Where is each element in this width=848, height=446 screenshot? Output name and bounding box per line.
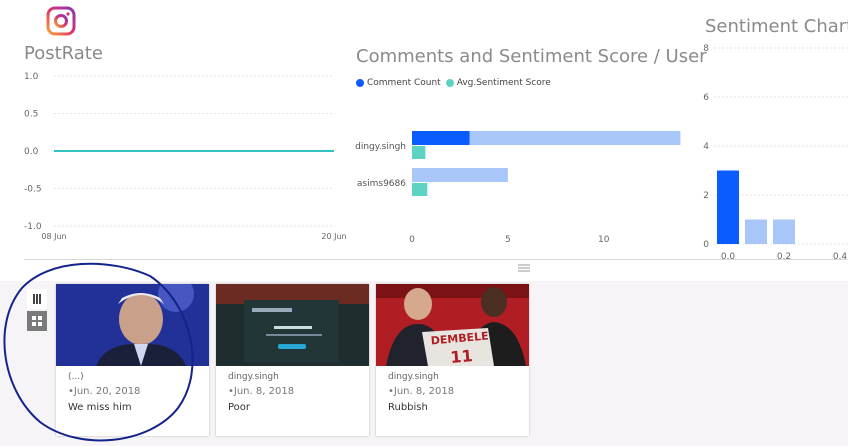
drag-handle-icon[interactable] <box>517 258 531 272</box>
y-tick-label: 0 <box>703 240 709 250</box>
svg-text:11: 11 <box>450 346 474 366</box>
postrate-chart: 1.0 0.5 0.0 -0.5 -1.008 Jun 20 Jun <box>24 72 347 241</box>
y-tick-label: -0.5 <box>24 185 42 195</box>
bar-avg-sentiment <box>412 146 426 159</box>
annotation-circle <box>3 262 194 442</box>
x-tick-label: 0 <box>409 235 415 245</box>
y-tick-label: 0.5 <box>24 110 38 120</box>
bar-comment-count <box>412 131 470 145</box>
post-text: Rubbish <box>388 402 428 413</box>
post-thumbnail[interactable] <box>216 284 369 366</box>
y-tick-label: 0.0 <box>24 147 39 157</box>
post-author: (...) <box>68 372 84 382</box>
y-tick-label: 8 <box>703 44 709 54</box>
list-view-icon <box>33 294 41 304</box>
post-text: We miss him <box>68 402 132 413</box>
sentiment-bar <box>717 170 739 244</box>
post-card[interactable]: DEMBELE 11 dingy.singh •Jun. 8, 2018 Rub… <box>376 284 529 436</box>
post-text: Poor <box>228 402 251 413</box>
post-card[interactable]: dingy.singh •Jun. 8, 2018 Poor <box>216 284 369 436</box>
post-author: dingy.singh <box>228 372 279 382</box>
y-tick-label: -1.0 <box>24 222 42 232</box>
sentiment-chart: 8 6 4 2 0 0.0 0.2 0.4 <box>703 44 848 262</box>
category-label: dingy.singh <box>355 142 406 152</box>
x-tick-label: 08 Jun <box>41 232 66 241</box>
legend-label-avg-sentiment: Avg.Sentiment Score <box>456 78 551 88</box>
x-tick-label: 0.4 <box>833 252 848 262</box>
svg-text:DEMBELE: DEMBELE <box>430 330 489 348</box>
post-author: dingy.singh <box>388 372 439 382</box>
bar-highlight <box>412 131 681 145</box>
post-card[interactable]: (...) •Jun. 20, 2018 We miss him <box>56 276 209 436</box>
x-tick-label: 0.2 <box>777 252 791 262</box>
post-thumbnail[interactable] <box>56 276 209 366</box>
legend-label-comment-count: Comment Count <box>367 78 441 88</box>
instagram-logo-icon <box>46 6 76 36</box>
y-tick-label: 6 <box>703 93 709 103</box>
grid-view-button[interactable] <box>27 311 47 331</box>
sentiment-bar <box>773 219 795 244</box>
y-tick-label: 4 <box>703 142 709 152</box>
bar-avg-sentiment <box>412 183 428 196</box>
post-date: •Jun. 8, 2018 <box>228 386 295 397</box>
postrate-chart-title: PostRate <box>24 43 103 64</box>
x-tick-label: 0.0 <box>721 252 736 262</box>
list-view-button[interactable] <box>27 289 47 309</box>
comments-chart-legend: Comment Count Avg.Sentiment Score <box>356 78 551 88</box>
bar-highlight <box>412 168 508 182</box>
post-date: •Jun. 20, 2018 <box>68 386 141 397</box>
sentiment-chart-title: Sentiment Chart <box>705 16 848 37</box>
x-tick-label: 5 <box>505 235 511 245</box>
x-tick-label: 10 <box>598 235 610 245</box>
panel-divider <box>24 259 848 260</box>
legend-swatch-avg-sentiment <box>445 79 454 87</box>
y-tick-label: 2 <box>703 191 709 201</box>
sentiment-bar <box>745 219 767 244</box>
grid-view-icon <box>32 316 42 326</box>
comments-chart: 0 5 10 dingy.singh asims9686 <box>355 131 681 245</box>
category-label: asims9686 <box>357 179 406 189</box>
post-thumbnail[interactable]: DEMBELE 11 <box>376 284 529 367</box>
legend-swatch-comment-count <box>356 79 364 87</box>
comments-chart-title: Comments and Sentiment Score / User <box>356 46 707 67</box>
y-tick-label: 1.0 <box>24 72 39 82</box>
post-date: •Jun. 8, 2018 <box>388 386 455 397</box>
x-tick-label: 20 Jun <box>321 232 346 241</box>
